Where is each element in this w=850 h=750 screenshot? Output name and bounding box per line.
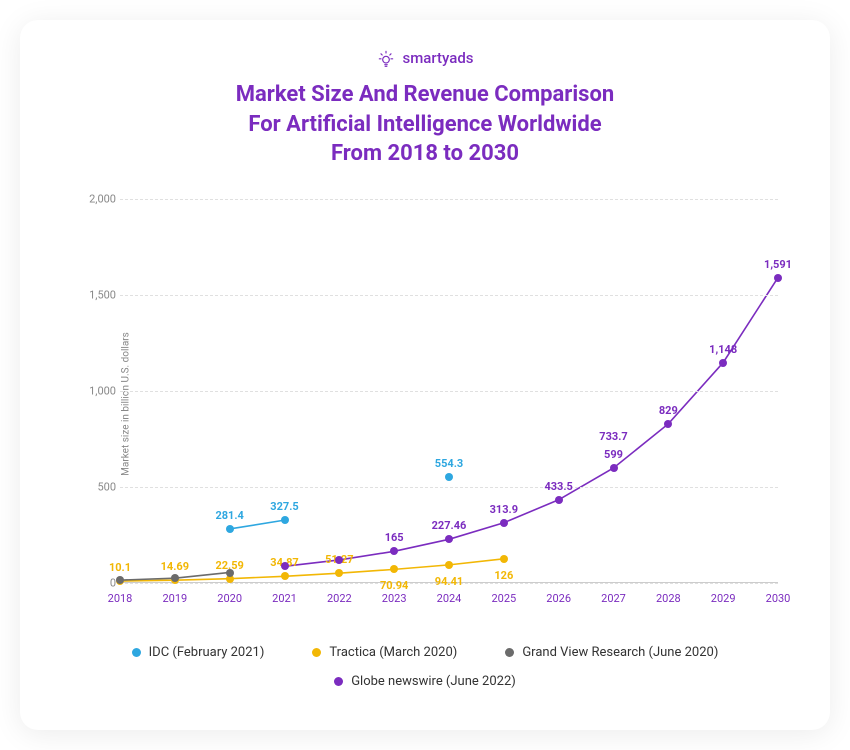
data-point-tractica (335, 569, 343, 577)
x-tick-label: 2026 (546, 592, 571, 605)
legend-item-idc: IDC (February 2021) (132, 645, 265, 660)
data-point-tractica (500, 555, 508, 563)
data-label: 70.94 (380, 579, 408, 592)
data-label: 1,148 (709, 343, 737, 356)
x-tick-label: 2030 (766, 592, 791, 605)
lightbulb-icon (376, 48, 396, 68)
data-point-idc (281, 516, 289, 524)
gridline (120, 295, 778, 296)
data-point-idc (445, 473, 453, 481)
legend-item-tractica: Tractica (March 2020) (312, 645, 457, 660)
data-label: 126 (494, 569, 513, 582)
data-label: 281.4 (215, 509, 243, 522)
x-tick-label: 2025 (491, 592, 516, 605)
x-tick-label: 2022 (327, 592, 352, 605)
data-point-tractica (445, 561, 453, 569)
data-point-gvr (116, 576, 124, 584)
data-label: 165 (385, 531, 404, 544)
x-tick-label: 2018 (108, 592, 133, 605)
data-label: 433.5 (544, 480, 572, 493)
chart-area: Market size in billion U.S. dollars 0500… (56, 189, 794, 619)
data-point-globe (719, 359, 727, 367)
legend: IDC (February 2021) Tractica (March 2020)… (56, 645, 794, 689)
data-label: 1,591 (764, 258, 792, 271)
legend-dot-icon (132, 648, 141, 657)
data-label: 327.5 (270, 500, 298, 513)
brand-name: smartyads (402, 49, 473, 67)
data-point-globe (335, 556, 343, 564)
chart-card: smartyads Market Size And Revenue Compar… (20, 20, 830, 730)
data-label: 733.7 (599, 430, 627, 443)
x-tick-label: 2019 (162, 592, 187, 605)
data-point-globe (610, 464, 618, 472)
data-point-tractica (390, 565, 398, 573)
y-tick-label: 0 (74, 577, 116, 590)
legend-label: Grand View Research (June 2020) (522, 645, 718, 660)
y-tick-label: 1,500 (74, 289, 116, 302)
legend-item-gvr: Grand View Research (June 2020) (505, 645, 718, 660)
x-tick-label: 2027 (601, 592, 626, 605)
data-point-gvr (226, 569, 234, 577)
x-tick-label: 2028 (656, 592, 681, 605)
legend-label: IDC (February 2021) (149, 645, 265, 660)
data-label: 94.41 (435, 575, 463, 588)
legend-dot-icon (505, 648, 514, 657)
data-point-globe (281, 562, 289, 570)
gridline (120, 391, 778, 392)
data-label: 10.1 (109, 561, 131, 574)
data-label: 599 (604, 448, 623, 461)
data-label: 313.9 (490, 503, 518, 516)
chart-title: Market Size And Revenue Comparison For A… (56, 80, 794, 169)
title-line1: Market Size And Revenue Comparison (236, 82, 614, 107)
data-point-gvr (171, 574, 179, 582)
title-line3: From 2018 to 2030 (331, 141, 519, 166)
x-tick-label: 2023 (382, 592, 407, 605)
data-point-tractica (281, 572, 289, 580)
brand-logo: smartyads (56, 48, 794, 68)
data-point-globe (555, 496, 563, 504)
data-point-globe (774, 274, 782, 282)
data-point-globe (445, 535, 453, 543)
legend-dot-icon (312, 648, 321, 657)
legend-label: Tractica (March 2020) (329, 645, 457, 660)
data-point-idc (226, 525, 234, 533)
data-label: 227.46 (432, 519, 467, 532)
series-line-globe (285, 278, 779, 567)
data-label: 829 (659, 404, 678, 417)
y-tick-label: 500 (74, 481, 116, 494)
gridline (120, 199, 778, 200)
data-point-globe (500, 519, 508, 527)
y-tick-label: 1,000 (74, 385, 116, 398)
x-tick-label: 2020 (217, 592, 242, 605)
data-label: 554.3 (435, 457, 463, 470)
data-point-globe (664, 420, 672, 428)
data-label: 14.69 (161, 560, 189, 573)
legend-dot-icon (334, 677, 343, 686)
plot-region: 05001,0001,5002,000201820192020202120222… (120, 199, 778, 583)
y-tick-label: 2,000 (74, 193, 116, 206)
x-tick-label: 2029 (711, 592, 736, 605)
gridline (120, 487, 778, 488)
title-line2: For Artificial Intelligence Worldwide (248, 112, 601, 137)
legend-item-globe: Globe newswire (June 2022) (334, 674, 516, 689)
legend-label: Globe newswire (June 2022) (351, 674, 516, 689)
data-point-globe (390, 547, 398, 555)
x-tick-label: 2021 (272, 592, 297, 605)
x-tick-label: 2024 (437, 592, 462, 605)
